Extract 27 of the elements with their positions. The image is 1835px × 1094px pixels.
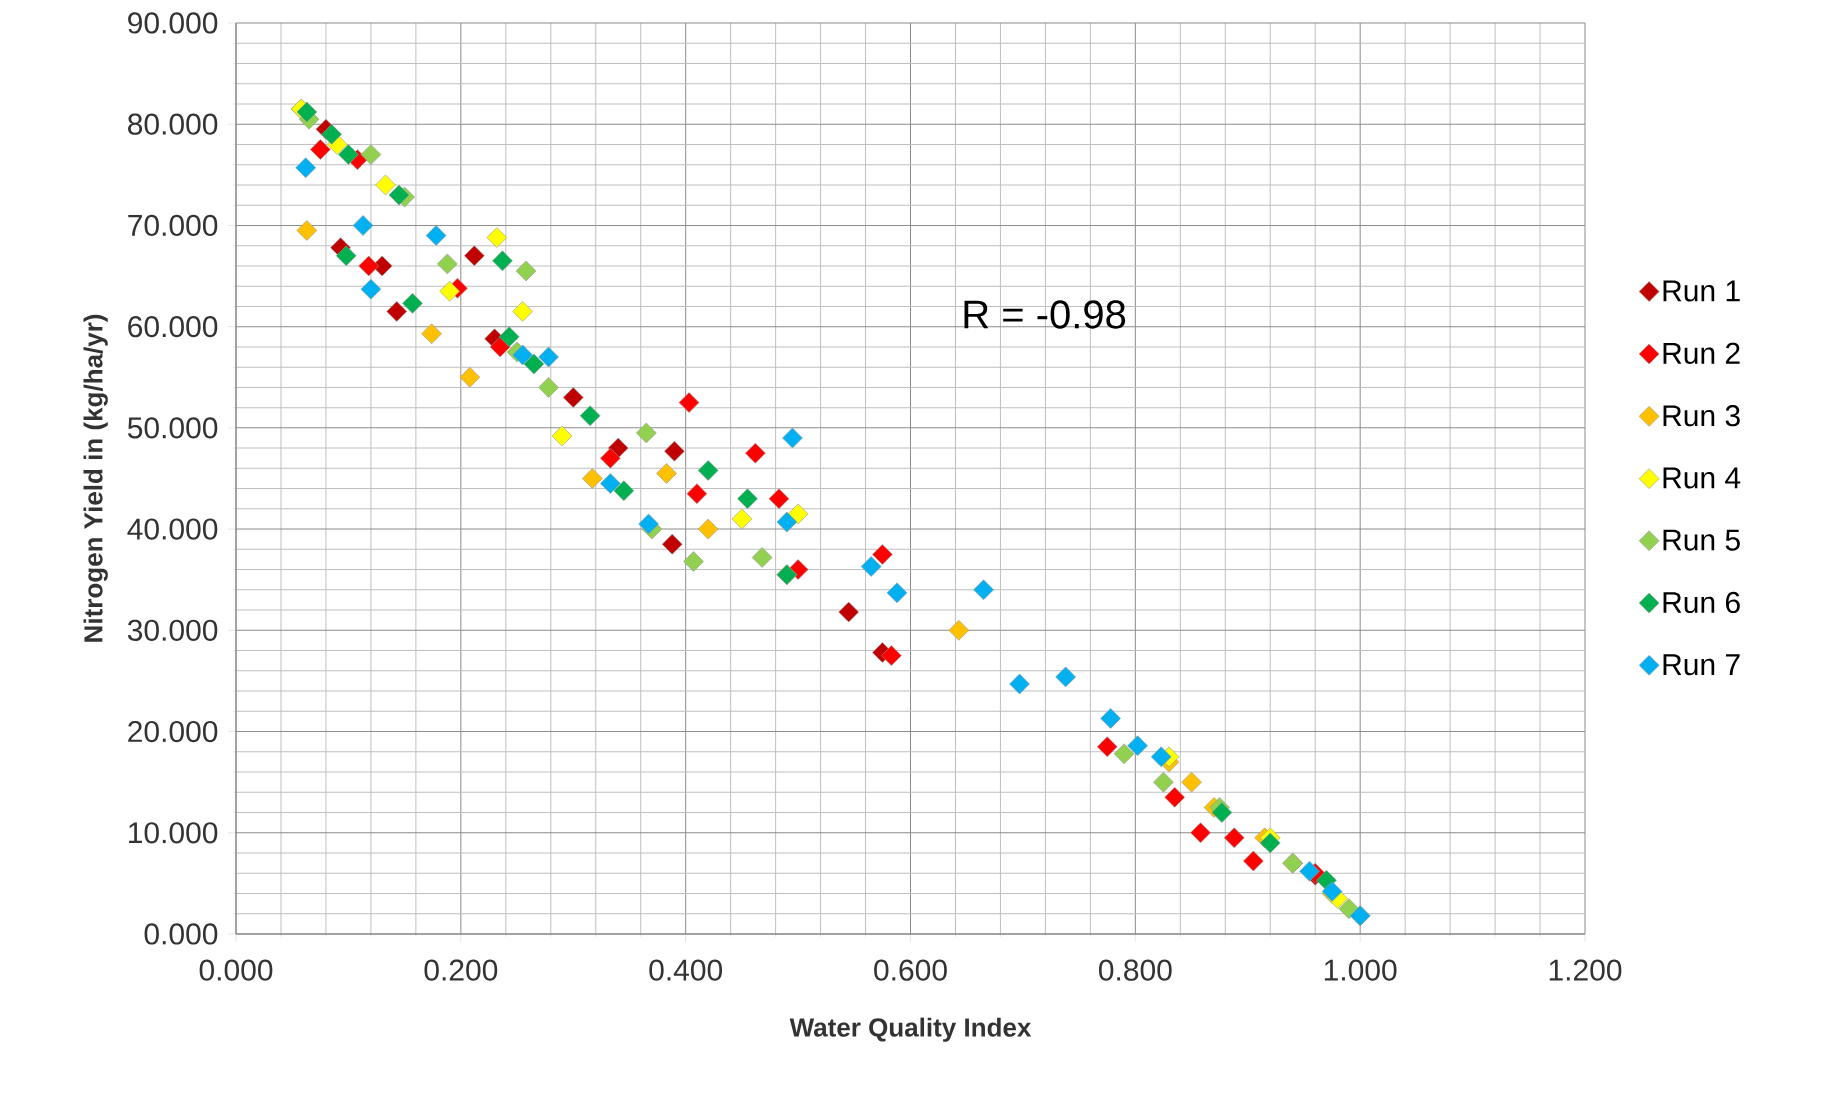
y-tick-label: 90.000	[128, 12, 218, 34]
annotation: R = -0.98	[964, 300, 1126, 329]
legend-label: Run 5	[1663, 529, 1740, 551]
legend-label: Run 1	[1663, 280, 1740, 302]
legend-label: Run 4	[1663, 467, 1741, 489]
x-axis-title: Water Quality Index	[789, 1017, 1032, 1042]
x-tick-label: 0.800	[1098, 959, 1172, 981]
x-tick-label: 0.200	[424, 959, 498, 981]
y-tick-label: 80.000	[128, 113, 218, 135]
legend-label: Run 2	[1663, 342, 1740, 364]
x-tick-label: 0.000	[199, 959, 273, 981]
y-tick-label: 30.000	[127, 619, 218, 641]
x-tick-label: 1.000	[1324, 959, 1397, 981]
y-tick-label: 20.000	[128, 720, 218, 743]
y-tick-label: 40.000	[127, 518, 218, 540]
y-tick-label: 60.000	[128, 316, 218, 338]
y-tick-label: 10.000	[129, 822, 218, 844]
y-tick-label: 50.000	[127, 417, 218, 439]
legend-label: Run 6	[1663, 591, 1740, 614]
legend-label: Run 3	[1663, 405, 1740, 427]
legend-label: Run 7	[1663, 654, 1740, 676]
x-tick-label: 1.200	[1549, 959, 1622, 981]
x-tick-label: 0.600	[874, 959, 947, 981]
y-tick-label: 0.000	[144, 923, 218, 945]
y-tick-label: 70.000	[128, 214, 218, 237]
y-axis-title: Nitrogen Yield in (kg/ha/yr)	[83, 314, 108, 642]
x-tick-label: 0.400	[649, 959, 723, 981]
